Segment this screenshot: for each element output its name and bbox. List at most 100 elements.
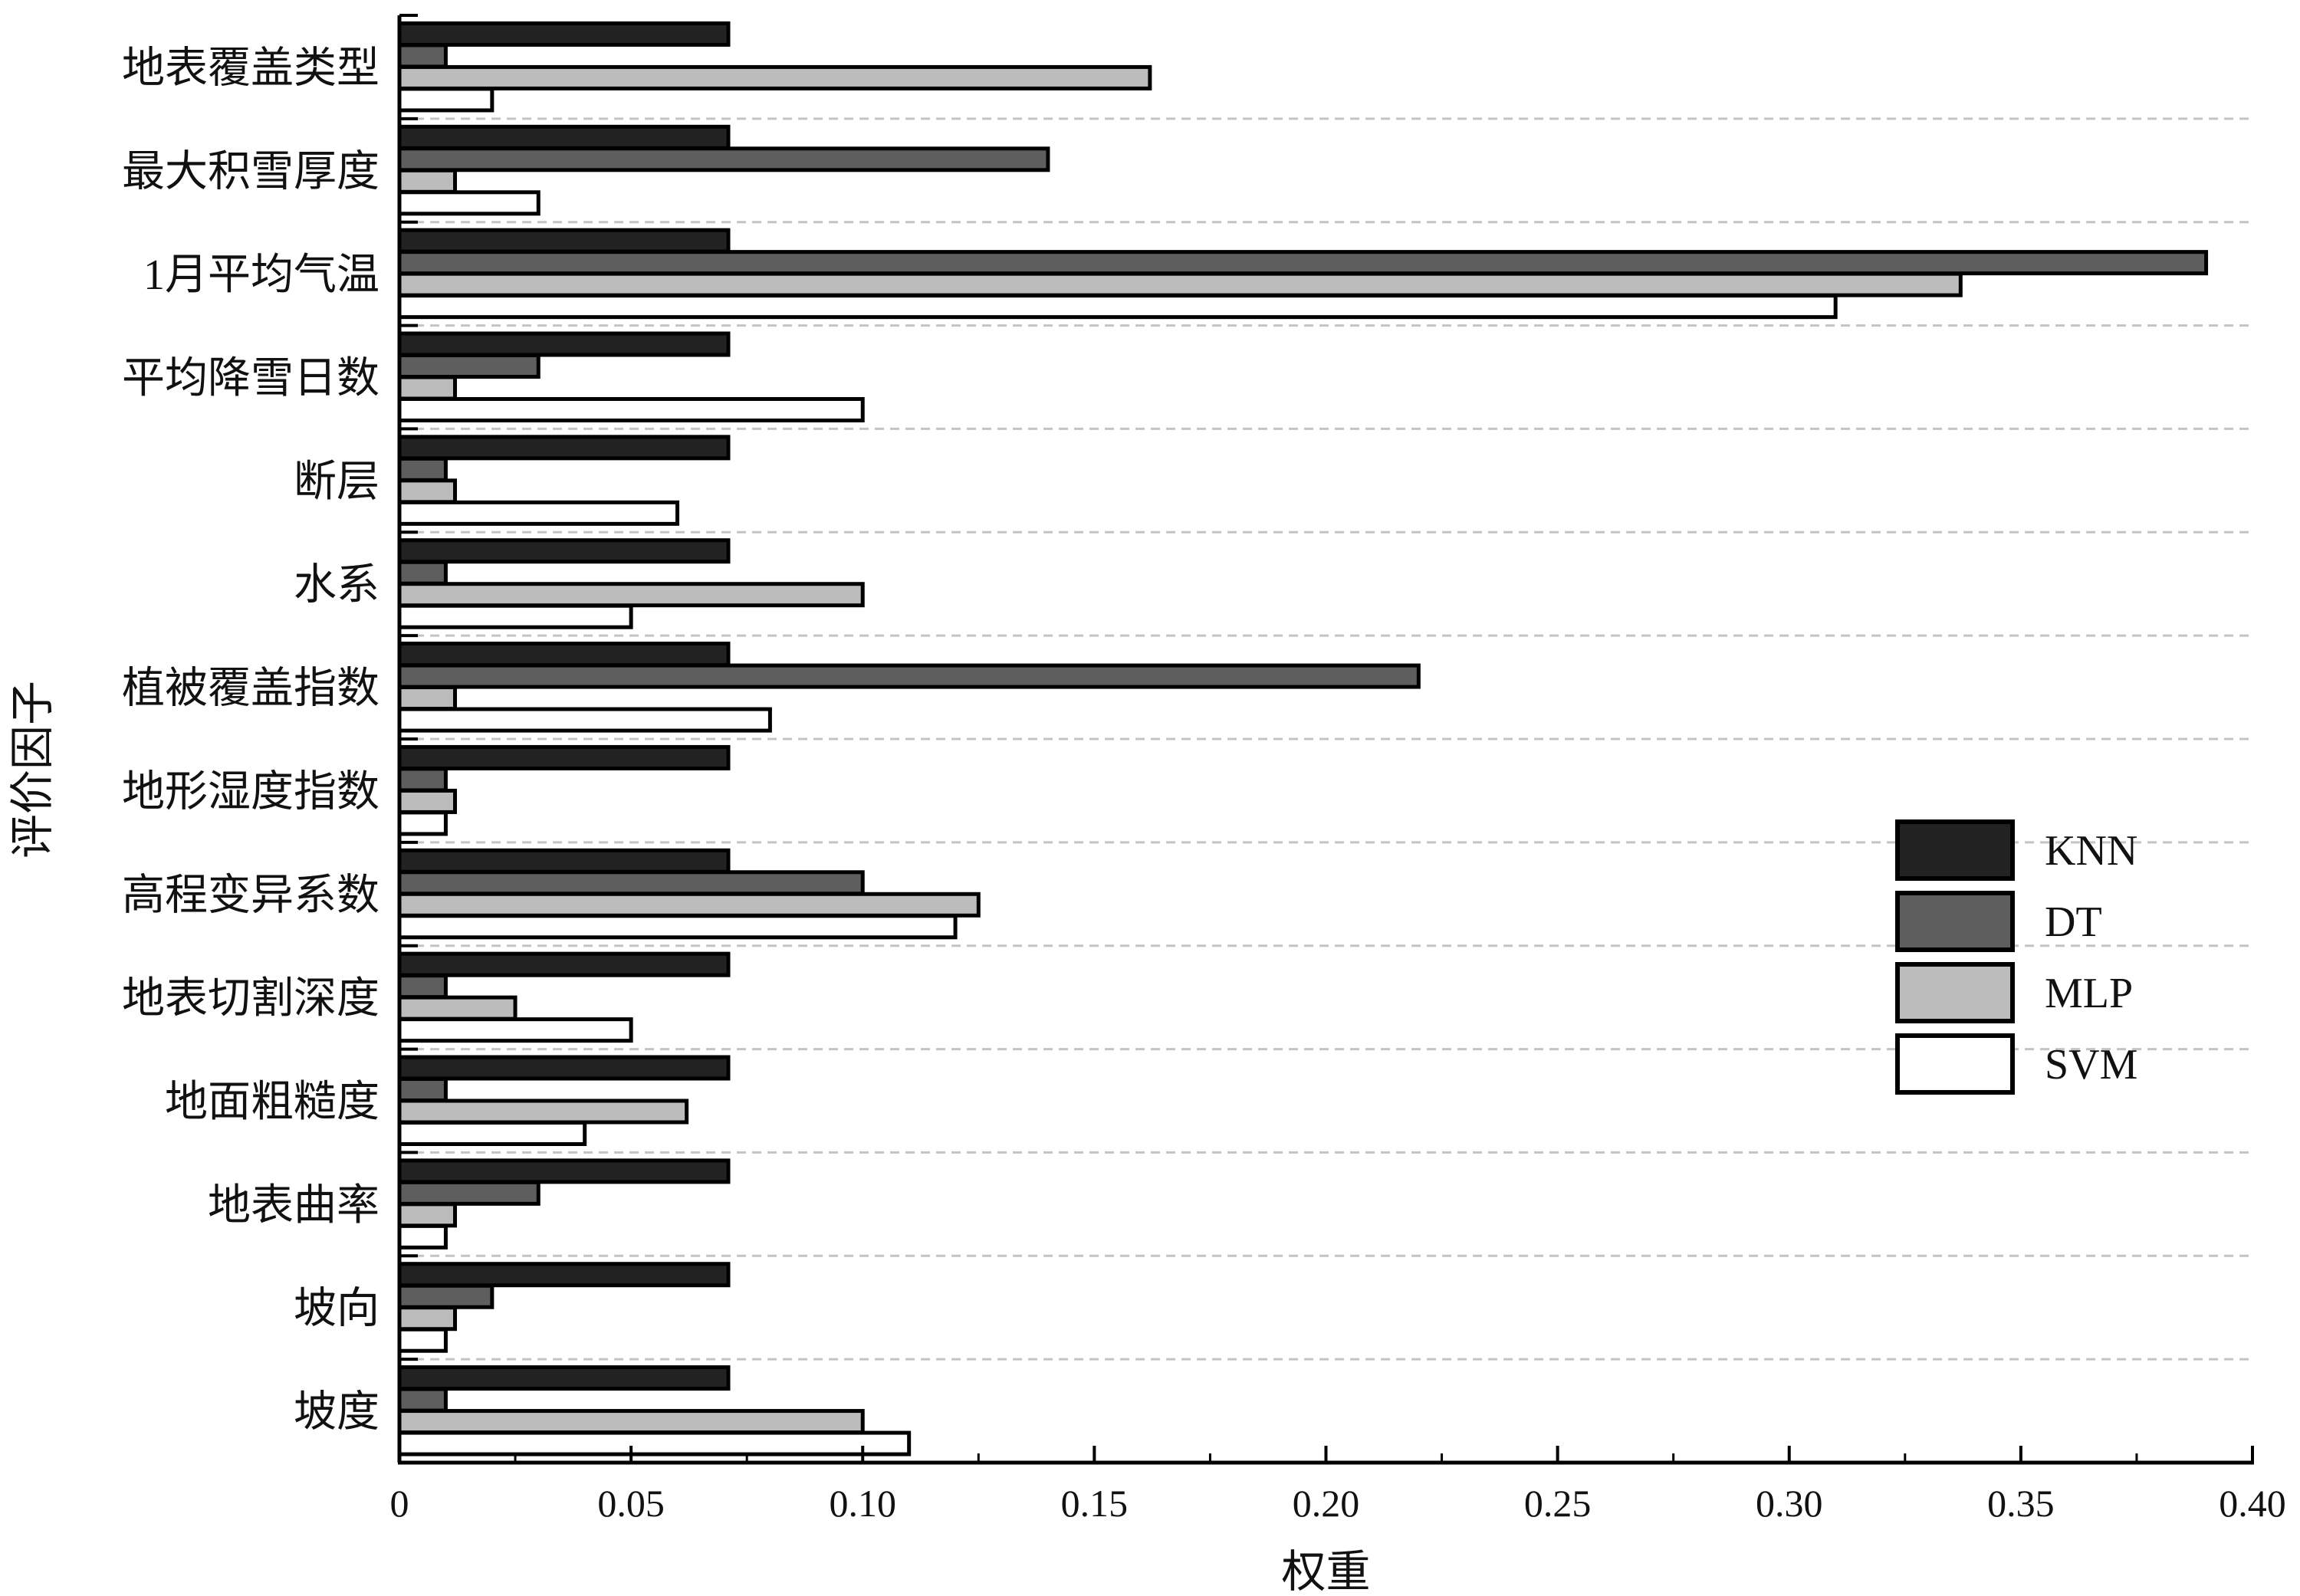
bar-dt: [397, 974, 448, 1000]
category-label: 地表曲率: [208, 1182, 380, 1230]
bar-svm: [397, 294, 1838, 320]
x-tick-label: 0.25: [1524, 1482, 1592, 1525]
category-label: 植被覆盖指数: [122, 665, 380, 713]
bar-dt: [397, 767, 448, 793]
bar-svm: [397, 1223, 448, 1250]
bar-knn: [397, 1055, 731, 1081]
x-tick-label: 0.40: [2219, 1482, 2286, 1525]
bar-svm: [397, 603, 633, 629]
bar-dt: [397, 870, 865, 896]
category-label: 断层: [294, 458, 380, 506]
legend-label: SVM: [2045, 1041, 2137, 1089]
x-tick-label: 0.10: [830, 1482, 897, 1525]
category-label: 平均降雪日数: [122, 355, 380, 402]
bar-knn: [397, 1158, 731, 1184]
bar-knn: [397, 331, 731, 357]
bar-dt: [397, 43, 448, 69]
legend: KNN DT MLP SVM: [1895, 819, 2137, 1095]
bar-dt: [397, 1283, 495, 1309]
bar-mlp: [397, 1098, 689, 1125]
bar-svm: [397, 87, 495, 113]
category-label: 坡向: [294, 1286, 380, 1333]
legend-swatch: [1895, 962, 2015, 1023]
bar-knn: [397, 228, 731, 254]
bar-svm: [397, 1121, 587, 1146]
x-axis-title: 权重: [1281, 1547, 1370, 1596]
bar-mlp: [397, 64, 1152, 90]
bar-knn: [397, 435, 731, 461]
bar-mlp: [397, 1409, 865, 1435]
legend-item-knn: KNN: [1895, 819, 2137, 881]
bar-svm: [397, 1327, 448, 1353]
category-label: 地形湿度指数: [122, 768, 380, 816]
bar-svm: [397, 1017, 633, 1043]
grid-layer: [399, 117, 2252, 1361]
category-label: 最大积雪厚度: [122, 148, 380, 195]
bar-mlp: [397, 788, 458, 814]
legend-label: DT: [2045, 898, 2102, 946]
bar-knn: [397, 124, 731, 150]
bar-mlp: [397, 582, 865, 608]
x-tick-label: 0.15: [1061, 1482, 1129, 1525]
bar-mlp: [397, 892, 981, 918]
bar-dt: [397, 1180, 540, 1206]
legend-swatch: [1895, 1033, 2015, 1095]
bars-layer: [397, 21, 2209, 1456]
x-tick-label: 0.05: [597, 1482, 665, 1525]
x-tick-label: 0.30: [1756, 1482, 1823, 1525]
category-label: 水系: [294, 562, 380, 609]
x-tick-label: 0: [390, 1482, 409, 1525]
bar-knn: [397, 1262, 731, 1288]
bar-svm: [397, 810, 448, 836]
category-label: 1月平均气温: [143, 251, 380, 299]
legend-item-mlp: MLP: [1895, 962, 2133, 1023]
bar-knn: [397, 21, 731, 47]
bar-svm: [397, 707, 772, 733]
axes-layer: [397, 14, 2254, 1465]
bar-knn: [397, 951, 731, 977]
legend-item-svm: SVM: [1895, 1033, 2137, 1095]
bar-dt: [397, 663, 1421, 689]
bar-knn: [397, 1365, 731, 1391]
bar-knn: [397, 538, 731, 564]
bar-knn: [397, 744, 731, 770]
legend-label: KNN: [2045, 827, 2137, 875]
legend-item-dt: DT: [1895, 891, 2102, 952]
bar-mlp: [397, 375, 458, 401]
bar-svm: [397, 500, 680, 526]
bar-mlp: [397, 168, 458, 194]
bar-knn: [397, 642, 731, 668]
bar-mlp: [397, 478, 458, 504]
bar-dt: [397, 250, 2209, 276]
x-tick-label: 0.20: [1293, 1482, 1360, 1525]
category-label: 地面粗糙度: [165, 1079, 380, 1126]
x-tick-label: 0.35: [1987, 1482, 2055, 1525]
bar-dt: [397, 560, 448, 586]
bar-mlp: [397, 995, 518, 1021]
legend-swatch: [1895, 891, 2015, 952]
y-axis-title: 评价因子: [8, 681, 58, 859]
bar-svm: [397, 397, 865, 422]
category-label: 地表覆盖类型: [122, 44, 380, 92]
bar-dt: [397, 146, 1050, 172]
legend-swatch: [1895, 819, 2015, 881]
bar-svm: [397, 190, 540, 216]
bar-dt: [397, 456, 448, 482]
bar-knn: [397, 848, 731, 874]
bar-mlp: [397, 1202, 458, 1228]
legend-label: MLP: [2045, 970, 2133, 1017]
bar-mlp: [397, 685, 458, 711]
bar-dt: [397, 353, 540, 379]
bar-svm: [397, 914, 958, 940]
category-label: 高程变异系数: [122, 872, 380, 919]
bar-mlp: [397, 271, 1963, 297]
category-label: 坡度: [294, 1389, 380, 1437]
bar-mlp: [397, 1305, 458, 1332]
bar-svm: [397, 1430, 912, 1456]
bar-dt: [397, 1387, 448, 1413]
category-label: 地表切割深度: [122, 975, 380, 1023]
bar-dt: [397, 1077, 448, 1102]
